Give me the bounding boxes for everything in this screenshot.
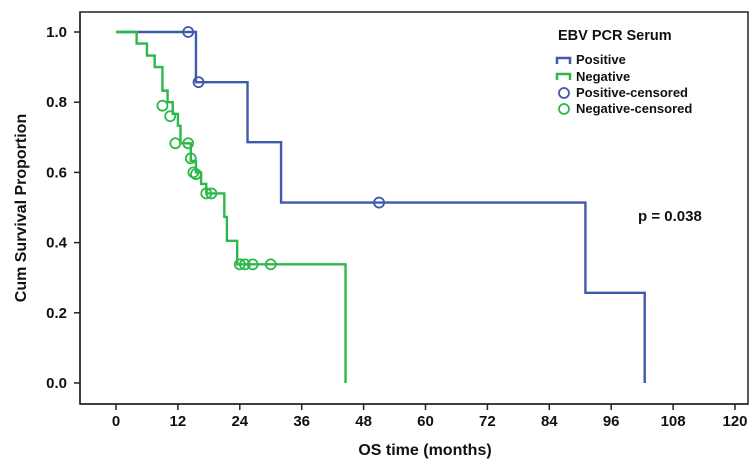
- negative-censored-marker-4: [184, 152, 197, 165]
- x-tick-label-48: 48: [355, 413, 372, 430]
- y-tick-label-2: 0.4: [46, 235, 68, 252]
- x-tick-label-0: 0: [112, 413, 120, 430]
- x-tick-label-72: 72: [479, 413, 496, 430]
- legend-positive-swatch: [555, 56, 572, 64]
- y-axis-title: Cum Survival Proportion: [13, 114, 30, 302]
- positive-survival-curve: [116, 30, 646, 383]
- negative-censored-marker-9: [233, 258, 246, 271]
- x-tick-label-36: 36: [293, 413, 310, 430]
- legend-positive-label: Positive: [576, 52, 626, 67]
- negative-censored-marker-5: [187, 166, 200, 179]
- y-tick-label-3: 0.6: [46, 164, 67, 181]
- x-axis-ticks: 0 12 24 36 48 60 72 84 96 108 120: [112, 404, 748, 430]
- x-tick-label-12: 12: [170, 413, 187, 430]
- negative-censored-marker-7: [200, 187, 213, 200]
- y-tick-label-4: 0.8: [46, 94, 67, 111]
- positive-censored-marker-0: [182, 26, 195, 38]
- y-tick-label-0: 0.0: [46, 375, 67, 392]
- x-tick-label-84: 84: [541, 413, 558, 430]
- x-tick-label-108: 108: [661, 413, 686, 430]
- legend-negative-label: Negative: [576, 69, 630, 84]
- y-tick-label-1: 0.2: [46, 305, 67, 322]
- negative-censored-marker-12: [264, 258, 277, 271]
- legend-negative-swatch: [555, 72, 572, 80]
- negative-censored-marker-0: [156, 99, 169, 112]
- legend-positive-censored-marker: [558, 87, 570, 99]
- legend-positive-censored-label: Positive-censored: [576, 85, 688, 100]
- x-tick-label-60: 60: [417, 413, 434, 430]
- negative-censored-marker-11: [246, 258, 259, 271]
- negative-censored-marker-8: [205, 187, 218, 200]
- y-axis-ticks: 0.0 0.2 0.4 0.6 0.8 1.0: [46, 24, 80, 392]
- x-axis-title: OS time (months): [358, 442, 491, 459]
- negative-censored-marker-3: [182, 137, 195, 150]
- x-tick-label-96: 96: [603, 413, 620, 430]
- negative-censored-marker-6: [190, 168, 202, 181]
- negative-censored-marker-2: [169, 137, 182, 150]
- legend: EBV PCR Serum Positive Negative Positive…: [555, 28, 692, 116]
- negative-censored-marker-1: [164, 110, 177, 123]
- x-tick-label-24: 24: [231, 413, 248, 430]
- positive-censored-marker-1: [192, 76, 205, 89]
- legend-title: EBV PCR Serum: [558, 28, 672, 44]
- legend-negative-censored-label: Negative-censored: [576, 101, 692, 116]
- x-tick-label-120: 120: [722, 413, 747, 430]
- positive-censored-marker-2: [373, 196, 385, 209]
- y-tick-label-5: 1.0: [46, 24, 67, 41]
- censor-markers: [156, 26, 385, 271]
- negative-censored-marker-10: [239, 258, 251, 271]
- p-value-annotation: p = 0.038: [638, 208, 702, 225]
- negative-survival-curve: [116, 30, 347, 383]
- legend-negative-censored-marker: [558, 103, 570, 115]
